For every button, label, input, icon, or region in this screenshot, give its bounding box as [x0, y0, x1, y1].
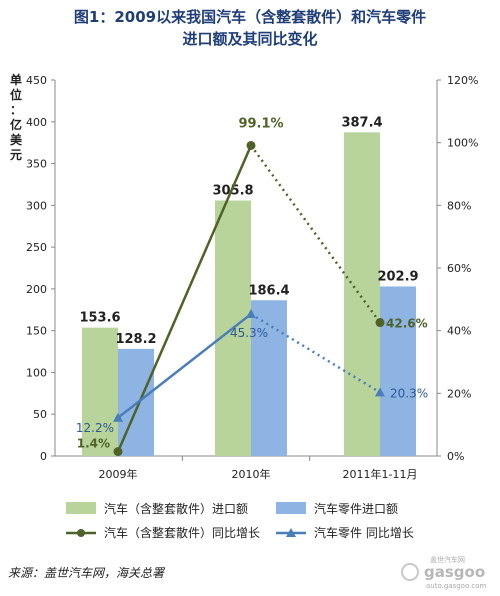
y-right-tick-label: 0% — [447, 450, 464, 463]
line-value-label: 99.1% — [238, 116, 283, 131]
series-point — [246, 140, 256, 150]
line-value-label: 45.3% — [230, 326, 268, 340]
bar-value-label: 387.4 — [341, 115, 382, 130]
bar — [344, 132, 380, 456]
x-tick-label: 2011年1-11月 — [343, 467, 418, 481]
chart-title-line1: 图1：2009以来我国汽车（含整套散件）和汽车零件 — [73, 8, 427, 26]
watermark-swirl-icon — [401, 563, 419, 581]
legend-label: 汽车（含整套散件）同比增长 — [104, 525, 260, 540]
series-point — [375, 387, 385, 397]
y-right-tick-label: 20% — [447, 387, 471, 400]
y-axis-unit-char: 亿 — [10, 117, 22, 132]
y-left-tick-label: 100 — [26, 366, 47, 379]
legend-label: 汽车零件 同比增长 — [314, 525, 414, 540]
x-tick-label: 2009年 — [99, 467, 138, 481]
y-left-tick-label: 0 — [40, 450, 47, 463]
bar — [82, 327, 118, 456]
legend-swatch — [276, 502, 306, 514]
bar — [251, 300, 287, 456]
legend-marker — [286, 528, 296, 537]
y-left-tick-label: 50 — [33, 408, 47, 421]
y-right-tick-label: 100% — [447, 137, 478, 150]
y-left-tick-label: 200 — [26, 283, 47, 296]
series-point — [113, 447, 123, 457]
legend-swatch — [66, 502, 96, 514]
x-tick-label: 2010年 — [232, 467, 271, 481]
bar-value-label: 305.8 — [212, 183, 253, 198]
watermark-sub1: 盖世汽车网 — [430, 555, 465, 564]
bar-value-label: 128.2 — [115, 332, 156, 347]
y-right-tick-label: 80% — [447, 199, 471, 212]
y-axis-unit-char: 美 — [10, 132, 23, 147]
series-point — [246, 309, 256, 319]
series-line-segment-dotted — [250, 312, 381, 394]
line-value-label: 12.2% — [76, 421, 114, 435]
series-line-segment — [117, 313, 252, 419]
y-axis-unit-char: 单 — [10, 72, 22, 87]
bar-value-label: 153.6 — [79, 311, 120, 326]
watermark-sub2: auto.gasgoo.com — [426, 582, 486, 590]
series-point — [113, 412, 123, 422]
watermark-brand: gasgoo — [424, 563, 485, 581]
source-note: 来源：盖世汽车网，海关总署 — [8, 566, 165, 580]
combo-chart: 0 50 100 150 200 250 300 350 400 450 0% 20% 40% 60% 80… — [10, 72, 478, 540]
y-axis-unit-char: ： — [10, 103, 22, 117]
legend-label: 汽车零件进口额 — [314, 501, 398, 516]
y-left-tick-label: 350 — [26, 158, 47, 171]
bar — [380, 286, 416, 456]
gasgoo-watermark: 盖世汽车网 gasgoo auto.gasgoo.com — [401, 555, 486, 590]
line-value-label: 1.4% — [77, 437, 110, 451]
chart-title: 图1：2009以来我国汽车（含整套散件）和汽车零件 进口额及其同比变化 — [0, 6, 500, 50]
line-value-label: 20.3% — [390, 386, 428, 400]
y-right-tick-label: 60% — [447, 262, 471, 275]
y-left-tick-label: 250 — [26, 241, 47, 254]
y-axis-unit-char: 位 — [10, 87, 22, 102]
y-left-tick-label: 300 — [26, 199, 47, 212]
legend-marker — [77, 529, 85, 537]
y-left-tick-label: 450 — [26, 74, 47, 87]
y-right-tick-label: 120% — [447, 74, 478, 87]
bar-value-label: 186.4 — [248, 283, 289, 298]
series-line-segment-dotted — [249, 144, 382, 324]
y-left-tick-label: 400 — [26, 116, 47, 129]
bar-value-label: 202.9 — [377, 269, 418, 284]
line-value-label: 42.6% — [386, 317, 428, 331]
legend-label: 汽车（含整套散件）进口额 — [104, 501, 248, 516]
y-axis-unit-char: 元 — [10, 148, 22, 162]
y-left-tick-label: 150 — [26, 325, 47, 338]
series-point — [375, 318, 385, 328]
y-right-tick-label: 40% — [447, 325, 471, 338]
chart-title-line2: 进口额及其同比变化 — [182, 30, 318, 48]
